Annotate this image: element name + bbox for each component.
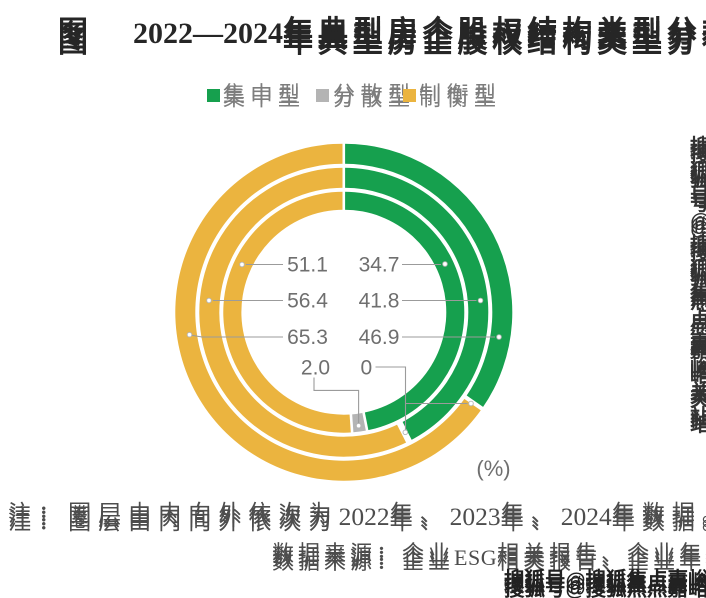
svg-text:51.1: 51.1: [287, 254, 328, 277]
svg-text:65.3: 65.3: [287, 326, 328, 349]
svg-text:2.0: 2.0: [301, 356, 330, 379]
svg-text:56.4: 56.4: [287, 290, 328, 313]
svg-text:46.9: 46.9: [359, 326, 400, 349]
svg-text:41.8: 41.8: [359, 290, 400, 313]
svg-text:34.7: 34.7: [359, 254, 400, 277]
svg-text:(%): (%): [476, 456, 510, 481]
svg-text:0: 0: [360, 356, 372, 379]
